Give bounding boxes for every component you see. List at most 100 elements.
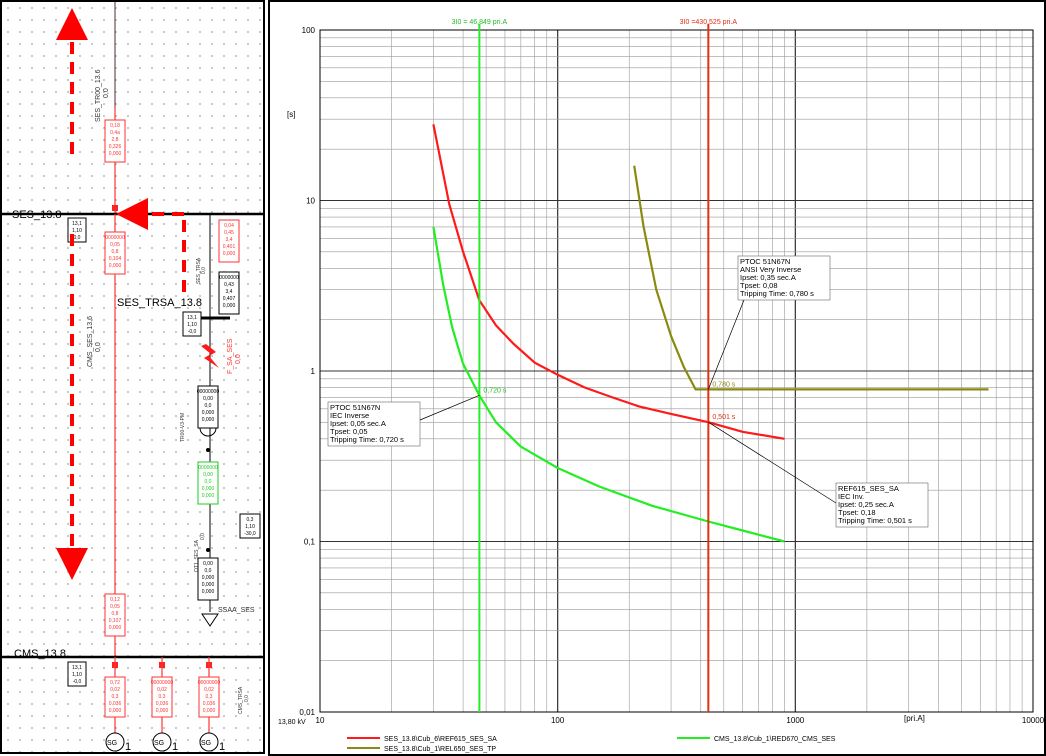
annotation-green-line-4: Tripping Time: 0,720 s: [330, 435, 404, 444]
result-box-b4[interactable]: [218, 271, 240, 315]
result-box-b5-line-0: 00000000: [197, 389, 219, 395]
ssaa-load-icon: [201, 613, 219, 627]
result-box-b3-line-2: 3,4: [226, 237, 233, 243]
vertical-marker-label-0: 3I0 = 46,849 pri.A: [452, 19, 508, 26]
ses-trsa-label: SES_TRSA: [196, 257, 202, 284]
cms-ses-label: CMS_SES_13.6: [87, 316, 94, 367]
tr00-value: 0,0: [103, 88, 110, 98]
result-box-b6-line-2: 0,0: [205, 479, 212, 485]
result-box-b8-line-4: 0,000: [109, 625, 122, 631]
result-box-b2-line-0: 0000000: [105, 235, 125, 241]
sg-1-label: SG: [107, 740, 117, 747]
result-box-b11-line-3: 0,036: [203, 701, 216, 707]
result-box-b10[interactable]: [151, 676, 173, 718]
fault-value: 0,0: [235, 354, 242, 364]
result-box-ses_bus_box-line-1: 1,10: [72, 228, 82, 234]
sg-3-index: 1: [219, 741, 225, 753]
chart-grid: [319, 29, 1034, 713]
result-box-cms_bus_box[interactable]: [67, 661, 87, 687]
result-box-b8-line-1: 0,05: [110, 604, 120, 610]
annotation-box-red: [835, 482, 929, 528]
ses-bus-node: [112, 205, 118, 211]
sg-3-label: SG: [201, 740, 211, 747]
result-box-b2[interactable]: [104, 231, 126, 275]
point-label-olive: 0,780 s: [712, 381, 735, 388]
result-box-b8-line-2: 0,8: [112, 611, 119, 617]
result-box-b7[interactable]: [197, 557, 219, 601]
result-box-ses_bus_box-line-0: 13,1: [72, 221, 82, 227]
result-box-b9[interactable]: [104, 676, 126, 718]
x-tick-label-3: 10000: [1022, 716, 1044, 725]
annotation-red-line-2: Ipset: 0,25 sec.A: [838, 500, 894, 509]
result-box-b5-line-2: 0,0: [205, 403, 212, 409]
tr00-v3-label: TR00-V3-PM: [180, 413, 186, 442]
annotation-box-olive: [737, 255, 831, 301]
y-tick-label-3: 0,1: [304, 538, 316, 547]
sg-1-icon: [105, 732, 125, 752]
result-box-trsa_bus_box[interactable]: [182, 311, 202, 337]
sg-1-index: 1: [125, 741, 131, 753]
annotation-olive-line-3: Tpset: 0,08: [740, 281, 778, 290]
result-box-b5-line-1: 0,00: [203, 396, 213, 402]
cms-trsa-label: CMS_TRSA: [238, 686, 244, 714]
sg-generator-2[interactable]: SG 1: [152, 732, 178, 753]
y-tick-label-1: 10: [306, 197, 315, 206]
result-box-b3[interactable]: [218, 219, 240, 263]
sg-3-icon: [199, 732, 219, 752]
result-box-b11[interactable]: [198, 676, 220, 718]
annotation-leader-olive: [708, 299, 745, 390]
sg-2-icon: [152, 732, 172, 752]
annotation-olive-line-0: PTOC 51N67N: [740, 257, 790, 266]
x-tick-label-1: 100: [551, 716, 565, 725]
voltage-label: 13,80 kV: [278, 719, 306, 726]
result-box-b10-line-3: 0,036: [156, 701, 169, 707]
result-box-b10-line-0: 00000000: [151, 680, 173, 686]
result-box-cms_bus_box-line-0: 13,1: [72, 665, 82, 671]
cms-trsa-value: 0,0: [244, 695, 250, 702]
result-box-b4-line-0: 0000000: [219, 275, 239, 281]
result-boxes: 0,180,4a2,80,3260,00000000000,050,80,104…: [67, 119, 261, 718]
result-box-cms_bus_box-line-1: 1,10: [72, 672, 82, 678]
ssaa-label: SSAA_SES: [218, 607, 255, 614]
sg-generator-1[interactable]: SG 1: [105, 732, 131, 753]
result-box-b1-line-2: 2,8: [112, 137, 119, 143]
result-box-b3-line-3: 0,401: [223, 244, 236, 250]
fault-label: F_SA_SES: [227, 338, 234, 374]
y-tick-label-0: 100: [302, 26, 316, 35]
result-box-sa_bus_box[interactable]: [239, 513, 261, 539]
sg-generator-3[interactable]: SG 1: [199, 732, 225, 753]
result-box-b5-line-3: 0,000: [202, 410, 215, 416]
annotation-green-line-3: Tpset: 0,05: [330, 427, 368, 436]
result-box-b1-line-1: 0,4a: [110, 130, 120, 136]
result-box-b9-line-0: 0,72: [110, 680, 120, 686]
result-box-b10-line-4: 0,000: [156, 708, 169, 714]
result-box-b8-line-0: 0,12: [110, 597, 120, 603]
result-box-b9-line-2: 0,3: [112, 694, 119, 700]
tr00-label: SES_TR00_13.6: [95, 69, 102, 122]
cms-ses-value: 0,0: [95, 342, 102, 352]
result-box-b4-line-4: 0,000: [223, 303, 236, 309]
series-curve-0[interactable]: [432, 124, 785, 440]
result-box-b4-line-1: 0,43: [224, 282, 234, 288]
trsa-bus-label: SES_TRSA_13.8: [117, 297, 202, 309]
legend-label-3: SES_13.8\Cub_1\REL650_SES_TP: [384, 746, 496, 753]
result-box-b2-line-4: 0,000: [109, 263, 122, 269]
result-box-b7-line-4: 0,000: [202, 589, 215, 595]
series-curve-2[interactable]: [633, 165, 989, 391]
result-box-b8[interactable]: [104, 593, 126, 637]
result-box-b6-line-4: 0,000: [202, 493, 215, 499]
point-label-green: 0,720 s: [483, 387, 506, 394]
legend-label-1: SES_13.8\Cub_6\REF615_SES_SA: [384, 736, 497, 743]
annotation-green-line-1: IEC Inverse: [330, 411, 369, 420]
result-box-b7-line-1: 0,0: [205, 568, 212, 574]
tcc-chart-panel: 10 100 1000 10000 100 10 1 0,1 0,01 3I0 = 46,849…: [268, 0, 1046, 756]
result-box-b1[interactable]: [104, 119, 126, 163]
result-box-b5[interactable]: [197, 385, 219, 429]
legend: SES_13.8\Cub_6\REF615_SES_SA CMS_13.8\Cu…: [347, 736, 836, 753]
annotation-leader-red: [708, 421, 837, 504]
result-box-b6[interactable]: [197, 461, 219, 505]
plot-frame: [319, 29, 1034, 713]
result-box-cms_bus_box-line-2: -0,0: [73, 679, 82, 685]
result-box-b6-line-1: 0,00: [203, 472, 213, 478]
cms-bus-label: CMS_13.8: [14, 648, 66, 660]
